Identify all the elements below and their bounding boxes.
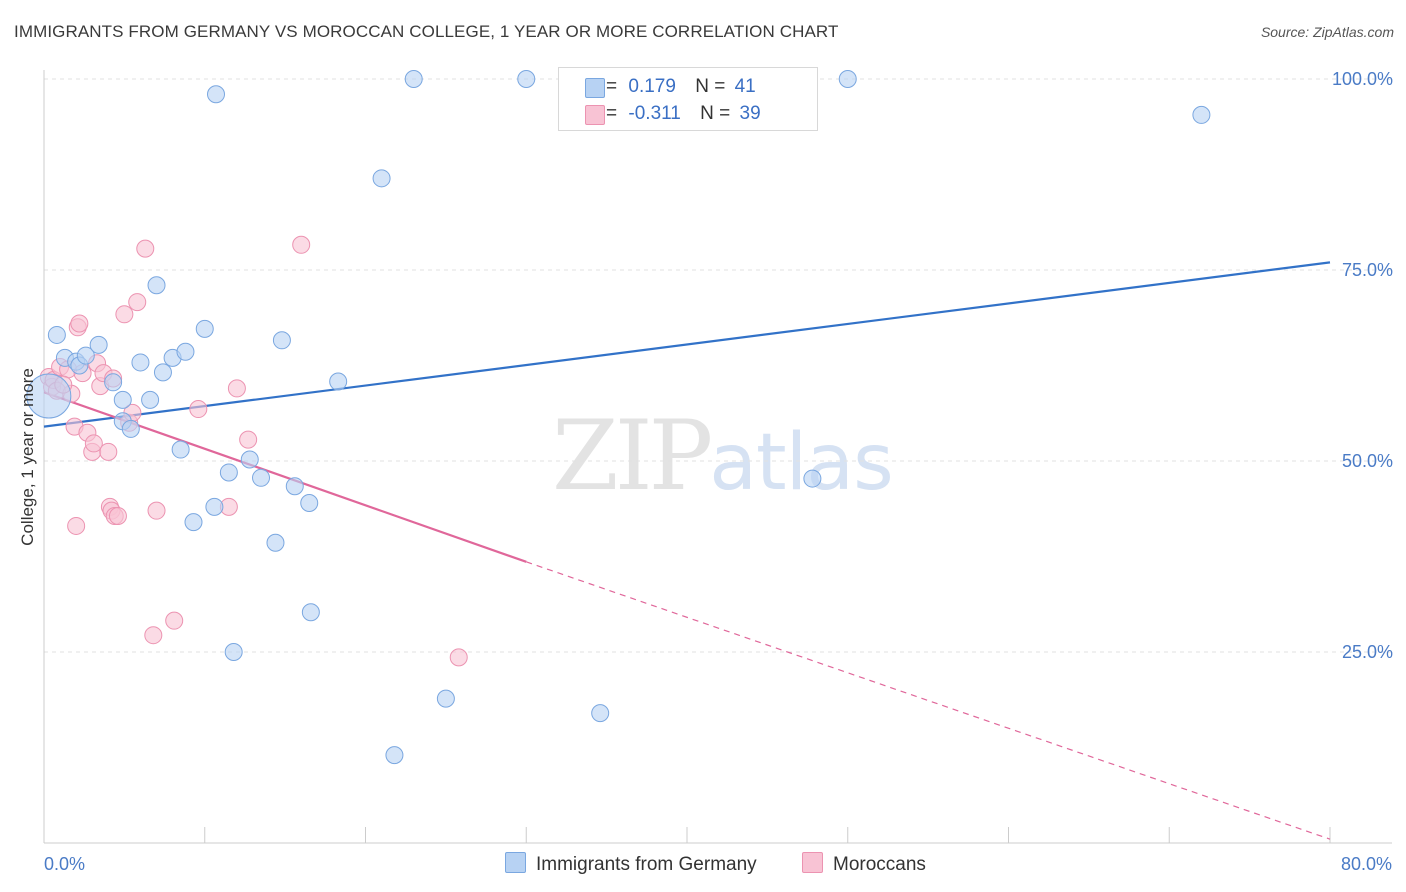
watermark-zip: ZIP [552, 400, 713, 512]
moroccans-trend-extension [526, 561, 1331, 840]
y-tick-label: 75.0% [1342, 260, 1393, 280]
x-tick-label: 80.0% [1341, 854, 1392, 874]
legend-row-germany: R = 0.179 N = 41 [585, 76, 756, 98]
legend-swatch-moroccans [802, 852, 823, 873]
y-tick-label: 50.0% [1342, 451, 1393, 471]
germany-points [26, 70, 1211, 765]
legend-r-value: -0.311 [628, 103, 681, 124]
germany-point [205, 497, 224, 516]
germany-point [591, 704, 610, 723]
germany-point [76, 346, 95, 365]
chart-title: IMMIGRANTS FROM GERMANY VS MOROCCAN COLL… [14, 22, 839, 41]
moroccans-point [115, 305, 134, 324]
germany-point [517, 70, 536, 88]
moroccans-point [144, 626, 163, 645]
germany-point [301, 603, 320, 622]
moroccans-point [147, 501, 166, 520]
trend-lines [43, 261, 1331, 840]
moroccans-point [84, 434, 103, 453]
legend-swatch-moroccans [585, 105, 605, 125]
germany-point [141, 390, 160, 409]
germany-point [195, 319, 214, 338]
legend-n-value: 39 [739, 103, 761, 124]
moroccans-point [227, 379, 246, 398]
y-tick-label: 25.0% [1342, 642, 1393, 662]
source-label: Source: ZipAtlas.com [1260, 24, 1394, 40]
y-tick-label: 100.0% [1332, 69, 1393, 89]
legend-r-value: 0.179 [628, 76, 676, 97]
bottom-legend-label: Moroccans [833, 854, 926, 875]
moroccans-point [136, 239, 155, 258]
germany-point [252, 468, 271, 487]
germany-point [329, 372, 348, 391]
moroccans-point [108, 507, 127, 526]
germany-point [803, 469, 822, 488]
germany-point [404, 70, 423, 88]
moroccans-points [39, 235, 468, 667]
germany-point [838, 70, 857, 88]
moroccans-point [128, 293, 147, 312]
germany-point [184, 513, 203, 532]
x-tick-label: 0.0% [44, 854, 85, 874]
legend-swatch-germany [585, 78, 605, 98]
legend-n-value: 41 [734, 76, 756, 97]
germany-point [131, 353, 150, 372]
germany-point [1192, 105, 1211, 124]
moroccans-point [67, 516, 86, 535]
grid-lines [44, 78, 1392, 653]
germany-trend-line [43, 261, 1331, 428]
moroccans-point [165, 611, 184, 630]
germany-point [272, 331, 291, 350]
germany-point [285, 477, 304, 496]
germany-point [207, 85, 226, 104]
germany-point [47, 325, 66, 344]
germany-point [240, 450, 259, 469]
germany-point [171, 440, 190, 459]
legend-n-label: N = [700, 103, 731, 124]
germany-point [153, 363, 172, 382]
germany-point [113, 390, 132, 409]
bottom-legend-germany[interactable]: Immigrants from Germany [505, 852, 757, 876]
axis-labels: 25.0% 50.0% 75.0% 100.0% 0.0% 80.0% College, 1… [18, 69, 1393, 874]
moroccans-point [449, 648, 468, 667]
germany-point [224, 643, 243, 661]
axes [43, 70, 1392, 844]
germany-point [385, 746, 404, 765]
germany-point [436, 689, 455, 708]
watermark: ZIPatlas [552, 400, 894, 512]
germany-point [89, 335, 108, 354]
stats-legend: R = 0.179 N = 41 R = -0.311 N = 39 [558, 67, 818, 131]
moroccans-point [70, 314, 89, 333]
germany-point [372, 169, 391, 188]
moroccans-point [292, 235, 311, 254]
watermark-atlas: atlas [709, 418, 893, 508]
germany-point [104, 373, 123, 392]
legend-swatch-germany [505, 852, 526, 873]
moroccans-point [239, 430, 258, 449]
germany-point [176, 342, 195, 361]
germany-point [147, 276, 166, 295]
germany-point [300, 494, 319, 513]
germany-point [26, 373, 72, 419]
moroccans-point [99, 442, 118, 461]
moroccans-point [189, 400, 208, 419]
y-axis-label: College, 1 year or more [18, 368, 37, 546]
legend-n-label: N = [695, 76, 726, 97]
bottom-legend-moroccans[interactable]: Moroccans [802, 852, 926, 876]
germany-point [121, 419, 140, 438]
germany-point [219, 463, 238, 482]
legend-row-moroccans: R = -0.311 N = 39 [585, 103, 761, 125]
bottom-legend-label: Immigrants from Germany [536, 854, 757, 875]
germany-point [266, 533, 285, 552]
